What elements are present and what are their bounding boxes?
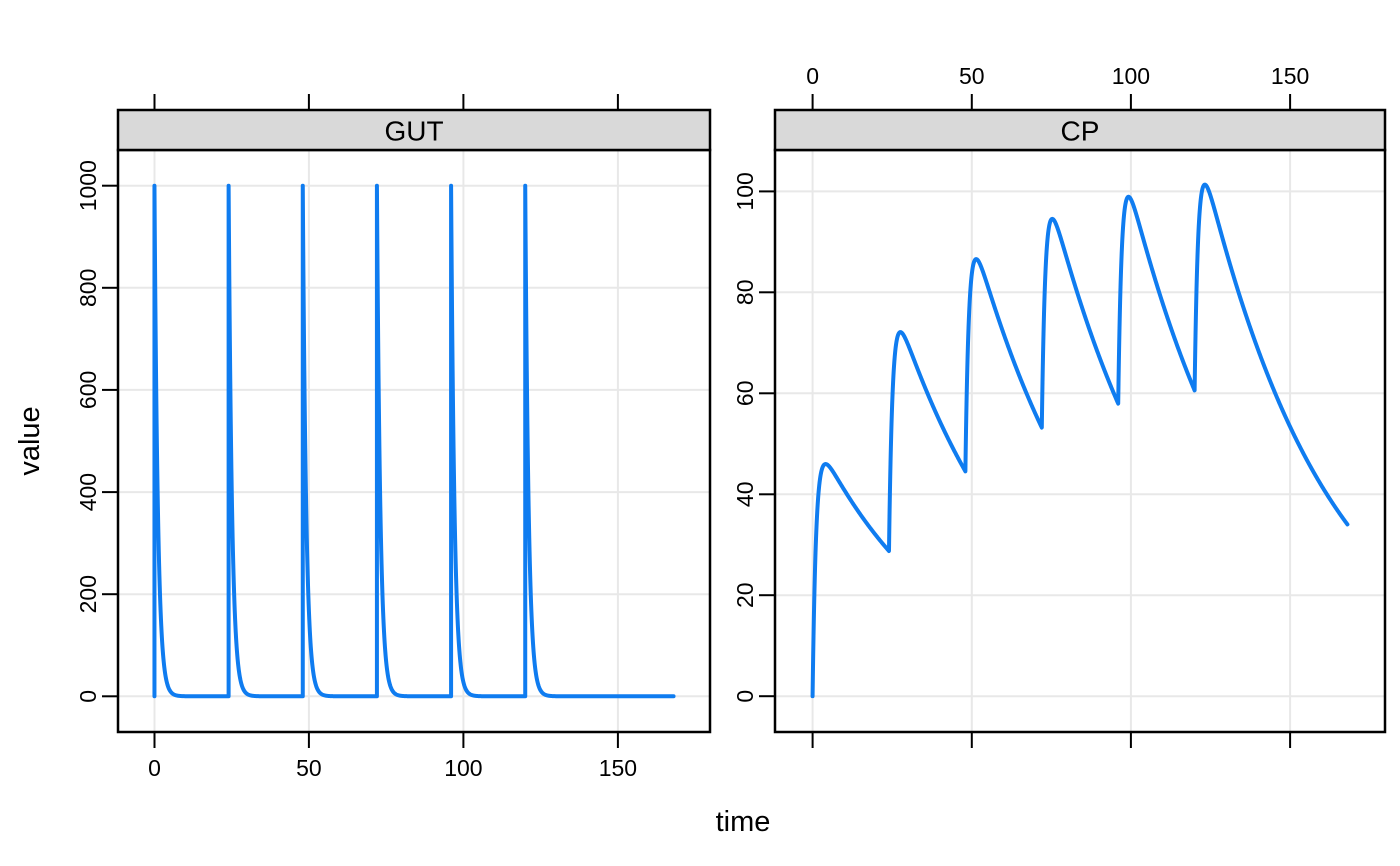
y-tick-label: 400 — [75, 473, 101, 511]
x-tick-label: 150 — [1271, 63, 1309, 89]
y-tick-label: 40 — [732, 482, 758, 508]
x-tick-label: 0 — [148, 755, 161, 781]
strip-gut — [116, 108, 712, 152]
x-tick-label: 100 — [1112, 63, 1150, 89]
y-tick-label: 800 — [75, 269, 101, 307]
x-tick-label: 100 — [444, 755, 482, 781]
x-tick-label: 150 — [599, 755, 637, 781]
y-tick-label: 20 — [732, 582, 758, 608]
y-tick-label: 600 — [75, 371, 101, 409]
gridlines-layer — [118, 150, 1385, 732]
series-line-gut — [152, 183, 676, 699]
strip-label-gut: GUT — [384, 116, 443, 147]
y-tick-label: 60 — [732, 381, 758, 407]
y-tick-label: 200 — [75, 575, 101, 613]
y-tick-label: 0 — [75, 690, 101, 703]
frame-layer: GUT CP value time — [14, 108, 1387, 838]
series-layer — [152, 182, 1350, 699]
strip-label-cp: CP — [1061, 116, 1100, 147]
y-tick-label: 80 — [732, 280, 758, 306]
y-tick-label: 1000 — [75, 160, 101, 211]
strip-cp — [773, 108, 1387, 152]
y-axis-title: value — [14, 406, 46, 475]
panel-border-cp — [773, 148, 1387, 734]
y-tick-label: 100 — [732, 172, 758, 210]
x-tick-label: 50 — [959, 63, 985, 89]
x-tick-label: 50 — [296, 755, 322, 781]
panel-border-gut — [116, 148, 712, 734]
y-tick-label: 0 — [732, 690, 758, 703]
series-line-cp — [810, 182, 1350, 699]
axes-layer: 0 50 100 150 0 200 400 600 800 1000 0 50 100 150 0 20 40… — [75, 63, 1309, 781]
x-tick-label: 0 — [806, 63, 819, 89]
x-axis-title: time — [716, 806, 771, 838]
